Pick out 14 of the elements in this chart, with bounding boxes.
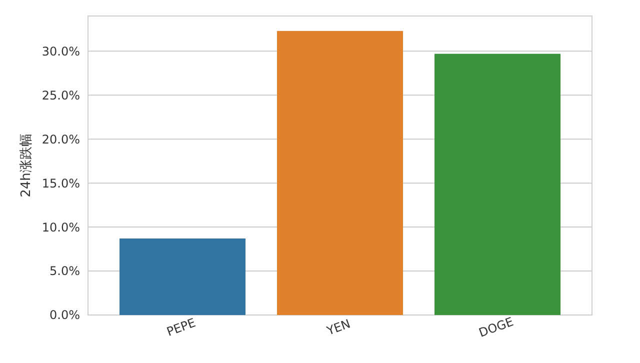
bar — [120, 238, 246, 315]
y-axis-title: 24h涨跌幅 — [19, 134, 34, 198]
x-tick-label: DOGE — [477, 314, 516, 340]
y-tick-label: 15.0% — [42, 176, 80, 190]
y-tick-label: 20.0% — [42, 132, 80, 146]
y-tick-label: 0.0% — [50, 308, 80, 322]
y-tick-label: 30.0% — [42, 44, 80, 58]
y-tick-label: 5.0% — [50, 264, 80, 278]
x-tick-label: YEN — [324, 316, 352, 338]
bar — [277, 30, 403, 315]
y-tick-label: 10.0% — [42, 220, 80, 234]
x-tick-label: PEPE — [164, 316, 198, 339]
y-tick-label: 25.0% — [42, 88, 80, 102]
bar — [434, 54, 560, 315]
